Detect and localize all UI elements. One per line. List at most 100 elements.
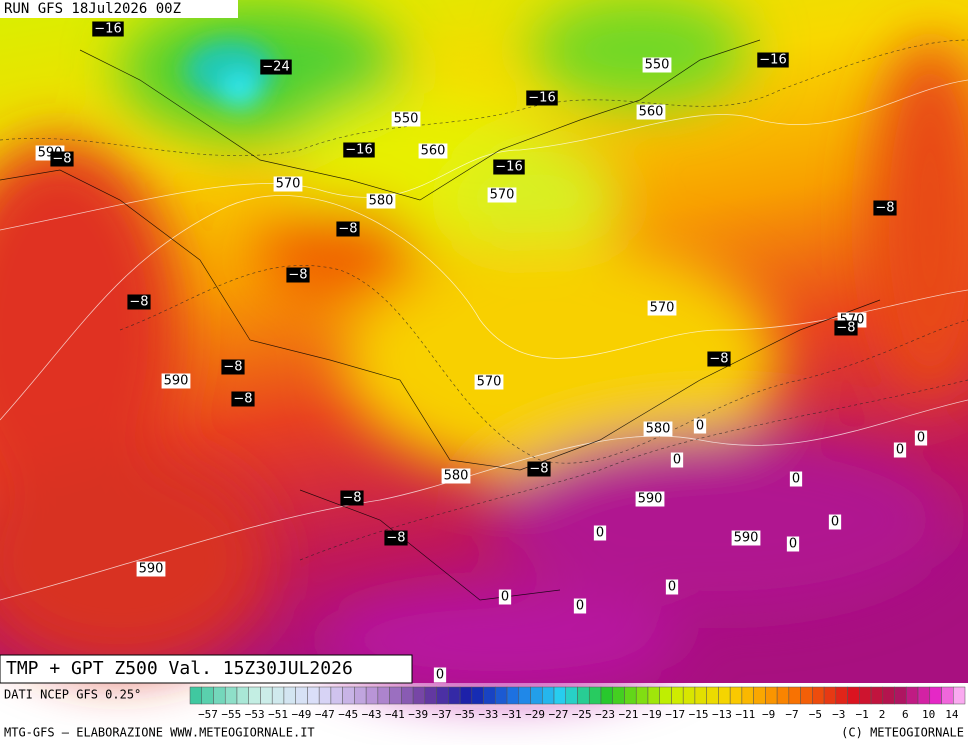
- colorbar-label: −1: [855, 708, 868, 721]
- colorbar-label: −25: [572, 708, 592, 721]
- colorbar-swatch: [894, 686, 907, 705]
- colorbar-swatch: [412, 686, 426, 705]
- zero-label: 0: [831, 515, 839, 530]
- height-label: 560: [639, 105, 664, 120]
- temp-label-box: [231, 391, 255, 407]
- height-label-box: [441, 468, 471, 484]
- colorbar-swatch: [800, 686, 813, 705]
- colorbar-label: −29: [525, 708, 545, 721]
- colorbar-swatch: [389, 686, 402, 705]
- temp-label: −8: [52, 152, 71, 167]
- temp-label-box: [707, 351, 731, 367]
- temp-label-box: [221, 359, 245, 375]
- zero-label-box: [893, 442, 907, 458]
- colorbar-swatch: [624, 686, 637, 705]
- height-label: 590: [638, 492, 663, 507]
- height-label: 560: [421, 144, 446, 159]
- zero-label: 0: [501, 590, 509, 605]
- colorbar-swatch: [553, 686, 567, 705]
- temp-label-box: [343, 142, 375, 158]
- colorbar-swatch: [953, 686, 966, 705]
- colorbar-swatch: [600, 686, 613, 705]
- colorbar-swatch: [448, 686, 461, 705]
- colorbar-swatch: [224, 686, 238, 705]
- colorbar-swatch: [506, 686, 520, 705]
- zero-label: 0: [576, 599, 584, 614]
- copyright-label: (C) METEOGIORNALE: [841, 726, 964, 740]
- colorbar-swatch: [307, 686, 320, 705]
- colorbar-label: −17: [665, 708, 685, 721]
- colorbar-swatch: [835, 686, 848, 705]
- temp-label-box: [384, 530, 408, 546]
- temp-label: −16: [528, 91, 555, 106]
- height-label-box: [487, 187, 517, 203]
- height-label: 570: [490, 188, 515, 203]
- temp-label: −8: [386, 531, 405, 546]
- zero-label: 0: [917, 431, 925, 446]
- colorbar-swatch: [847, 686, 860, 705]
- colorbar-swatch: [612, 686, 625, 705]
- zero-label-box: [914, 430, 928, 446]
- temp-label-box: [527, 461, 551, 477]
- zero-label-box: [693, 418, 707, 434]
- map-field: [0, 0, 968, 690]
- temp-label: −8: [836, 321, 855, 336]
- colorbar-swatch: [823, 686, 837, 705]
- colorbar-label: −33: [478, 708, 498, 721]
- colorbar-swatch: [718, 686, 731, 705]
- colorbar-label: −5: [809, 708, 822, 721]
- colorbar-label: −27: [548, 708, 568, 721]
- colorbar-swatch: [577, 686, 590, 705]
- height-label-box: [273, 176, 303, 192]
- colorbar-label: 14: [945, 708, 959, 721]
- zero-label-box: [573, 598, 587, 614]
- colorbar-swatch: [882, 686, 895, 705]
- temp-label: −8: [529, 462, 548, 477]
- temp-label: −8: [223, 360, 242, 375]
- colorbar-swatch: [694, 686, 707, 705]
- colorbar-swatch: [271, 686, 285, 705]
- height-label: 550: [394, 112, 419, 127]
- height-label-box: [391, 111, 421, 127]
- colorbar-swatch: [424, 686, 437, 705]
- colorbar-label: −53: [245, 708, 265, 721]
- colorbar-label: 10: [922, 708, 935, 721]
- temp-label-box: [834, 320, 858, 336]
- temp-label: −16: [759, 53, 786, 68]
- zero-label: 0: [596, 526, 604, 541]
- source-label: DATI NCEP GFS 0.25°: [4, 688, 141, 702]
- colorbar-swatch: [635, 686, 649, 705]
- colorbar-swatch: [295, 686, 308, 705]
- colorbar-label: −11: [735, 708, 755, 721]
- colorbar-label: −9: [762, 708, 775, 721]
- temp-label: −16: [495, 160, 522, 175]
- colorbar-swatch: [377, 686, 390, 705]
- colorbar-swatch: [753, 686, 766, 705]
- zero-label-box: [786, 536, 800, 552]
- temp-label: −16: [94, 22, 121, 37]
- zero-label: 0: [789, 537, 797, 552]
- height-label: 590: [734, 531, 759, 546]
- colorbar-label: −35: [455, 708, 475, 721]
- colorbar-swatch: [530, 686, 543, 705]
- colorbar-label: −31: [502, 708, 522, 721]
- colorbar-swatch: [354, 686, 367, 705]
- colorbar-label: 6: [902, 708, 909, 721]
- temp-label: −16: [345, 143, 372, 158]
- colorbar-swatch: [518, 686, 531, 705]
- colorbar-swatch: [248, 686, 261, 705]
- colorbar-label: −49: [292, 708, 312, 721]
- height-label-box: [418, 143, 448, 159]
- height-label-box: [161, 373, 191, 389]
- colorbar-swatch: [647, 686, 660, 705]
- colorbar-swatch: [859, 686, 872, 705]
- temp-label-box: [757, 52, 789, 68]
- height-label: 580: [646, 422, 671, 437]
- colorbar-swatch: [365, 686, 379, 705]
- temp-label-box: [493, 159, 525, 175]
- colorbar-swatch: [906, 686, 919, 705]
- credit-label: MTG-GFS — ELABORAZIONE WWW.METEOGIORNALE…: [4, 726, 315, 740]
- zero-label-box: [433, 667, 447, 683]
